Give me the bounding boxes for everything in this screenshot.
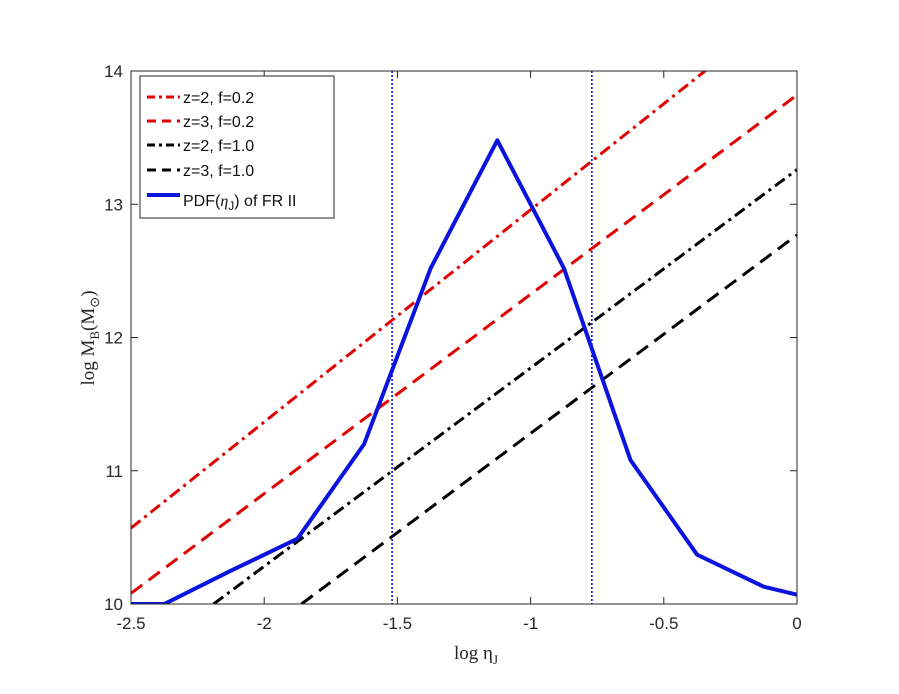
y-axis-label: log MB(M⊙): [78, 290, 102, 385]
legend-label-pdf: PDF(ηJ) of FR II: [183, 193, 297, 213]
legend-label-4: z=3, f=1.0: [183, 163, 254, 180]
x-tick-label: -1: [523, 614, 538, 633]
legend-label-3: z=2, f=1.0: [183, 138, 254, 155]
series-line-2: [131, 93, 797, 595]
y-tick-label: 14: [104, 62, 123, 81]
x-tick-label: 0: [792, 614, 801, 633]
legend-box: [139, 75, 335, 219]
x-tick-label: -1.5: [383, 614, 412, 633]
y-tick-label: 13: [104, 195, 123, 214]
y-tick-label: 11: [105, 462, 123, 481]
series-line-1: [131, 71, 708, 530]
series-line-5: [131, 138, 797, 604]
x-axis-label: log ηJ: [454, 643, 498, 667]
y-tick-label: 12: [104, 329, 123, 348]
series-line-4: [300, 233, 797, 604]
x-tick-label: -2: [257, 614, 272, 633]
legend-label-2: z=3, f=0.2: [183, 114, 254, 131]
x-tick-label: -0.5: [649, 614, 678, 633]
y-tick-label: 10: [104, 595, 123, 614]
x-tick-label: -2.5: [116, 614, 145, 633]
series-line-3: [212, 168, 797, 604]
legend: z=2, f=0.2 z=3, f=0.2 z=2, f=1.0 z=3, f=1.0…: [139, 75, 335, 219]
legend-label-1: z=2, f=0.2: [183, 90, 254, 107]
